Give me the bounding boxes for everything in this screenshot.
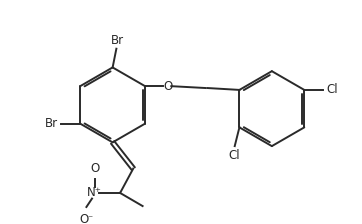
Text: O: O [164, 80, 173, 93]
Text: Br: Br [111, 34, 124, 47]
Text: O: O [90, 162, 100, 175]
Text: N⁺: N⁺ [87, 185, 101, 198]
Text: Cl: Cl [228, 149, 240, 162]
Text: Cl: Cl [327, 83, 338, 96]
Text: O: O [79, 213, 88, 224]
Text: Br: Br [45, 117, 58, 130]
Text: ⁻: ⁻ [88, 214, 93, 224]
